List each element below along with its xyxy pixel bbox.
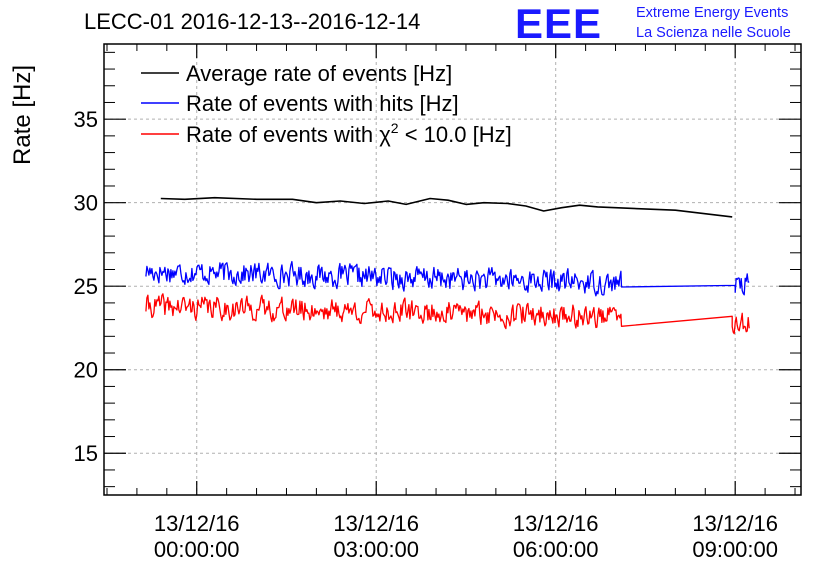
y-axis-label: Rate [Hz]	[9, 65, 36, 165]
x-tick-label-date: 13/12/16	[513, 511, 599, 536]
y-tick-label: 20	[74, 358, 98, 383]
x-tick-label-time: 00:00:00	[154, 537, 240, 562]
chart-title: LECC-01 2016-12-13--2016-12-14	[84, 9, 421, 34]
series-line-chi2	[145, 293, 750, 335]
legend-label-hits: Rate of events with hits [Hz]	[186, 91, 459, 116]
legend-label-chi2: Rate of events with χ2 < 10.0 [Hz]	[186, 120, 512, 147]
legend-label-average: Average rate of events [Hz]	[186, 61, 452, 86]
x-tick-label-date: 13/12/16	[333, 511, 419, 536]
eee-logo: EEE	[515, 0, 603, 47]
x-tick-label-time: 03:00:00	[333, 537, 419, 562]
y-tick-label: 25	[74, 274, 98, 299]
x-tick-label-time: 06:00:00	[513, 537, 599, 562]
logo-caption-line-2: La Scienza nelle Scuole	[636, 25, 791, 41]
axes: 152025303513/12/1600:00:0013/12/1603:00:…	[74, 44, 801, 562]
x-tick-label-date: 13/12/16	[154, 511, 240, 536]
y-tick-label: 35	[74, 107, 98, 132]
x-tick-label-date: 13/12/16	[692, 511, 778, 536]
logo-caption-line-1: Extreme Energy Events	[636, 5, 789, 21]
series-layer	[145, 196, 750, 335]
grid	[104, 44, 801, 495]
y-tick-label: 15	[74, 441, 98, 466]
legend: Average rate of events [Hz] Rate of event…	[141, 61, 512, 147]
x-tick-label-time: 09:00:00	[692, 537, 778, 562]
y-tick-label: 30	[74, 191, 98, 216]
series-line-average	[160, 196, 733, 218]
series-line-hits	[145, 260, 750, 297]
